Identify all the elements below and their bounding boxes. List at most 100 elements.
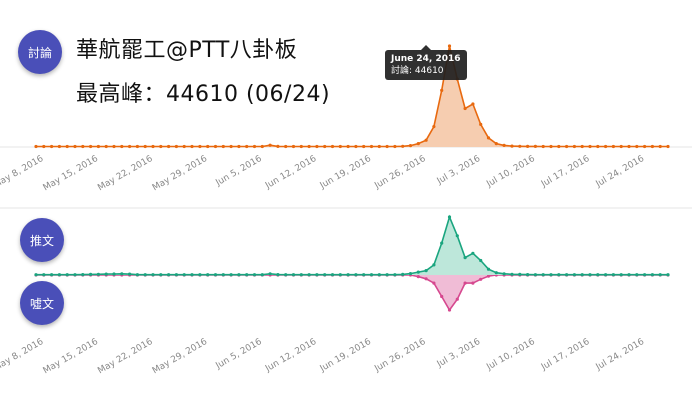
discussion-point (221, 144, 225, 149)
push-point (73, 273, 77, 277)
discussion-point (580, 144, 584, 149)
discussion-point (42, 144, 46, 149)
push-point (34, 273, 38, 277)
discussion-point (323, 144, 327, 149)
discussion-point (588, 144, 592, 149)
push-point (190, 273, 194, 277)
push-point (377, 273, 381, 277)
discussion-point (611, 144, 616, 149)
discussion-point (338, 144, 342, 149)
boo-point (471, 281, 475, 285)
discussion-point (65, 144, 69, 149)
push-point (549, 273, 553, 277)
discussion-point (565, 144, 569, 149)
discussion-point (354, 144, 358, 149)
discussion-point (159, 144, 163, 149)
discussion-point (284, 144, 288, 149)
x-tick-label: Jul 10, 2016 (484, 154, 537, 190)
discussion-point (330, 144, 335, 149)
push-point (159, 273, 163, 277)
push-point (619, 273, 623, 277)
push-point (338, 273, 342, 277)
x-tick-label: May 22, 2016 (96, 337, 155, 377)
push-point (104, 272, 108, 276)
discussion-point (73, 144, 77, 149)
push-point (635, 273, 639, 277)
x-tick-label: Jun 26, 2016 (372, 154, 427, 192)
boo-badge[interactable]: 噓文 (20, 281, 64, 325)
peak-tooltip: June 24, 2016 討論: 44610 (385, 45, 467, 80)
boo-point (416, 275, 420, 279)
x-tick-label: May 29, 2016 (151, 154, 210, 194)
discussion-point (510, 144, 514, 148)
push-point (135, 273, 139, 277)
push-point (237, 273, 241, 277)
boo-point (447, 308, 452, 312)
discussion-point (57, 144, 62, 149)
x-tick-label: Jun 5, 2016 (213, 154, 264, 189)
discussion-point (174, 144, 178, 149)
push-point (229, 273, 233, 277)
push-point (596, 273, 600, 277)
discussion-point (120, 144, 124, 149)
push-point (81, 273, 85, 277)
push-point (330, 273, 335, 277)
discussion-point (479, 122, 483, 126)
discussion-point (596, 144, 600, 149)
discussion-point (635, 144, 639, 149)
discussion-point (393, 144, 397, 149)
discussion-point (182, 144, 186, 149)
discussion-point (346, 144, 350, 149)
push-point (486, 267, 491, 271)
boo-point (440, 294, 444, 299)
discussion-point (440, 88, 444, 92)
push-point (650, 273, 655, 277)
boo-point (486, 274, 491, 278)
push-point (658, 273, 662, 277)
push-point (455, 234, 459, 238)
discussion-point (643, 144, 647, 149)
discussion-point (666, 144, 670, 149)
push-point (362, 273, 366, 277)
push-point (393, 273, 397, 277)
boo-line (36, 274, 668, 312)
discussion-point (526, 144, 530, 148)
push-point (557, 273, 561, 277)
push-point (65, 273, 69, 277)
chart-title: 華航罷工@PTT八卦板 (76, 38, 298, 63)
push-point (518, 272, 522, 276)
push-point (510, 272, 514, 276)
push-point (346, 273, 350, 277)
discussion-point (650, 144, 655, 149)
discussion-line (36, 45, 668, 148)
discussion-point (190, 144, 194, 149)
push-point (260, 273, 264, 277)
push-point (143, 273, 147, 277)
push-point (221, 273, 225, 277)
x-tick-label: Jun 26, 2016 (372, 337, 427, 375)
discussion-point (104, 144, 108, 149)
discussion-point (81, 144, 85, 149)
x-tick-label: May 8, 2016 (0, 154, 46, 191)
discussion-point (151, 144, 155, 149)
discussion-badge-label: 討論 (27, 45, 52, 60)
discussion-badge[interactable]: 討論 (18, 30, 62, 74)
push-point (440, 241, 444, 245)
push-point (541, 273, 545, 277)
push-point (416, 270, 420, 274)
push-badge[interactable]: 推文 (20, 218, 64, 262)
discussion-point (369, 144, 374, 149)
discussion-point (494, 142, 498, 146)
discussion-point (198, 144, 202, 149)
discussion-point (315, 144, 319, 149)
push-point (408, 272, 413, 276)
discussion-point (541, 144, 545, 149)
x-tick-label: Jul 24, 2016 (594, 154, 647, 190)
x-tick-label: May 29, 2016 (151, 337, 210, 377)
discussion-point (408, 144, 413, 148)
push-point (354, 273, 358, 277)
discussion-point (245, 144, 249, 149)
push-badge-label: 推文 (29, 233, 54, 248)
discussion-point (533, 144, 538, 148)
